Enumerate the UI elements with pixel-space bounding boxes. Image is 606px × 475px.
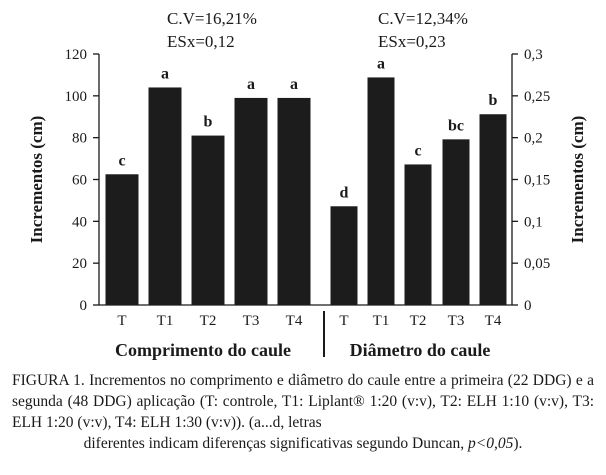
group-label: Diâmetro do caule <box>350 340 491 360</box>
caption-main: FIGURA 1. Incrementos no comprimento e d… <box>12 372 594 431</box>
left-tick-label: 100 <box>65 89 88 105</box>
bar <box>442 139 470 305</box>
significance-letter: c <box>118 152 125 169</box>
category-label: T3 <box>243 313 260 329</box>
caption-tail-end: ). <box>513 435 523 452</box>
stats-line: C.V=12,34% <box>378 9 468 28</box>
right-tick-label: 0,15 <box>524 173 550 189</box>
category-label: T4 <box>286 313 303 329</box>
right-tick-label: 0,3 <box>524 47 543 63</box>
stats-line: ESx=0,12 <box>167 32 235 51</box>
caption-tail: diferentes indicam diferenças significat… <box>12 433 594 454</box>
caption-tail-text: diferentes indicam diferenças significat… <box>83 435 465 452</box>
significance-letter: bc <box>448 117 464 134</box>
stats-line: ESx=0,23 <box>378 32 446 51</box>
bars <box>105 77 507 306</box>
right-tick-label: 0,25 <box>524 89 550 105</box>
category-label: T4 <box>485 313 502 329</box>
left-axis-label: Incrementos (cm) <box>27 116 46 244</box>
category-label: T1 <box>157 313 174 329</box>
category-label: T2 <box>200 313 217 329</box>
right-tick-label: 0,2 <box>524 131 543 147</box>
left-tick-label: 40 <box>72 214 87 230</box>
category-label: T2 <box>410 313 427 329</box>
significance-letter: d <box>340 184 349 201</box>
right-tick-label: 0,1 <box>524 214 543 230</box>
left-tick-label: 20 <box>72 256 87 272</box>
significance-letter: a <box>377 55 385 72</box>
bar <box>330 206 358 305</box>
left-tick-label: 60 <box>72 173 87 189</box>
bar <box>191 135 225 305</box>
right-axis-label: Incrementos (cm) <box>568 116 587 244</box>
bar <box>277 97 311 305</box>
bar <box>105 174 139 305</box>
figure-caption: FIGURA 1. Incrementos no comprimento e d… <box>12 370 594 454</box>
significance-letter: a <box>161 65 169 82</box>
left-tick-label: 80 <box>72 131 87 147</box>
stats-line: C.V=16,21% <box>167 9 257 28</box>
bar <box>234 97 268 305</box>
left-tick-label: 0 <box>80 298 88 314</box>
significance-letter: a <box>290 76 298 93</box>
right-tick-label: 0 <box>524 298 532 314</box>
figure-chart: C.V=16,21% ESx=0,12 C.V=12,34% ESx=0,23 0 20… <box>27 9 587 360</box>
caption-significance: p<0,05 <box>467 435 514 452</box>
right-tick-label: 0,05 <box>524 256 550 272</box>
significance-letter: b <box>204 114 213 131</box>
category-label: T3 <box>448 313 465 329</box>
category-label: T <box>117 313 126 329</box>
significance-letter: a <box>247 76 255 93</box>
group-label: Comprimento do caule <box>115 340 291 360</box>
significance-letter: b <box>489 92 498 109</box>
bar <box>148 87 182 305</box>
category-label: T1 <box>373 313 390 329</box>
bar <box>404 164 432 305</box>
significance-letter: c <box>414 142 421 159</box>
bar <box>367 77 395 305</box>
stats-annotations: C.V=16,21% ESx=0,12 C.V=12,34% ESx=0,23 <box>167 9 468 51</box>
left-tick-label: 120 <box>65 47 88 63</box>
bar <box>479 114 507 306</box>
labels: c Ta T1 b T2 a T3 a T4 Comprimento do caule d Ta T1 c… <box>115 55 502 360</box>
category-label: T <box>339 313 348 329</box>
